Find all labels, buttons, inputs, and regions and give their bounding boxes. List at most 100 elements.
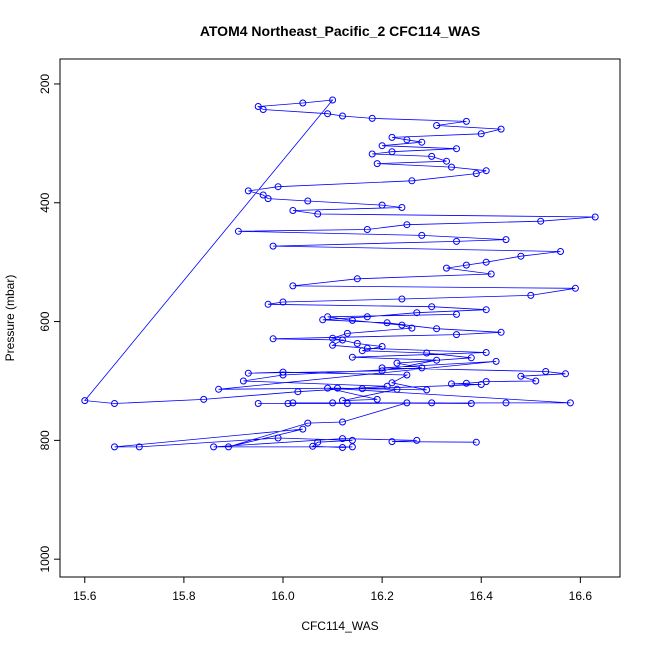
data-point (309, 442, 317, 450)
data-point (497, 125, 505, 133)
data-point (562, 370, 569, 378)
data-point (378, 343, 386, 350)
data-point (324, 384, 332, 392)
data-point (279, 298, 287, 306)
data-point (304, 419, 312, 427)
data-point (453, 145, 460, 153)
data-point (472, 170, 480, 178)
data-point (358, 347, 366, 355)
x-axis-label: CFC114_WAS (301, 619, 378, 633)
data-point (284, 400, 292, 407)
data-point (433, 122, 441, 129)
data-point (591, 213, 599, 221)
data-point (571, 284, 579, 292)
data-point (527, 291, 535, 299)
data-point (393, 385, 401, 393)
data-point (418, 231, 426, 239)
data-point (339, 444, 346, 451)
data-point (363, 313, 371, 321)
data-point (329, 399, 337, 407)
data-point (487, 270, 495, 278)
data-point (274, 183, 282, 191)
data-point (433, 325, 441, 333)
data-point (566, 399, 574, 407)
data-point (517, 252, 525, 260)
x-tick-label: 16.6 (569, 589, 593, 603)
data-point (373, 395, 381, 403)
data-point (234, 227, 242, 235)
data-point (537, 217, 545, 225)
plot-area (81, 96, 599, 451)
data-point (403, 136, 411, 144)
data-point (299, 425, 307, 433)
data-point (329, 96, 337, 104)
data-point (339, 418, 346, 426)
data-point (363, 226, 371, 233)
data-point (428, 303, 436, 311)
data-point (348, 353, 356, 361)
data-point (289, 282, 297, 290)
data-point (368, 114, 376, 122)
data-point (423, 386, 431, 394)
data-point (482, 167, 490, 175)
data-point (358, 385, 366, 393)
data-point (482, 349, 490, 356)
data-point (215, 385, 223, 393)
data-point (453, 310, 460, 318)
data-point (81, 397, 89, 405)
data-point (413, 309, 421, 317)
x-tick-label: 16.4 (470, 589, 494, 603)
data-point (378, 367, 386, 375)
data-point (492, 357, 500, 365)
data-point (353, 340, 361, 347)
y-tick-label: 800 (38, 430, 52, 450)
data-point (314, 438, 322, 446)
x-tick-label: 15.8 (172, 589, 196, 603)
data-point (200, 395, 208, 403)
data-point (462, 261, 470, 269)
data-point (319, 316, 327, 324)
data-point (304, 197, 312, 205)
data-point (472, 438, 480, 446)
data-point (418, 138, 426, 146)
data-point (210, 443, 218, 451)
data-point (383, 319, 391, 327)
data-point (269, 335, 277, 343)
data-point (388, 379, 396, 387)
data-point (423, 349, 431, 357)
data-point (373, 160, 381, 168)
y-tick-label: 200 (38, 74, 52, 94)
data-point (225, 443, 232, 451)
data-point (334, 384, 341, 392)
y-tick-label: 1000 (38, 546, 52, 573)
data-point (413, 436, 421, 444)
data-point (279, 368, 287, 376)
y-tick-label: 400 (38, 192, 52, 212)
y-axis: 200 400 600 800 1000 (38, 74, 60, 573)
data-point (339, 336, 346, 344)
data-point (393, 359, 401, 367)
data-point (408, 324, 416, 332)
data-point (453, 331, 460, 339)
data-point (314, 210, 322, 218)
data-point (502, 399, 510, 407)
data-point (348, 316, 356, 324)
data-point (239, 377, 247, 385)
data-point (557, 248, 564, 255)
x-axis: 15.6 15.8 16.0 16.2 16.4 16.6 (73, 577, 592, 603)
data-point (324, 110, 332, 118)
data-point (388, 133, 396, 141)
data-point (269, 242, 277, 250)
data-point (259, 106, 267, 113)
data-point (428, 399, 436, 407)
data-point (403, 221, 411, 229)
data-point (477, 130, 485, 138)
data-point (259, 191, 267, 199)
data-point (324, 313, 332, 321)
data-point (274, 434, 282, 442)
x-tick-label: 15.6 (73, 589, 97, 603)
data-point (462, 117, 470, 125)
data-point (403, 371, 411, 379)
data-point (482, 378, 490, 386)
